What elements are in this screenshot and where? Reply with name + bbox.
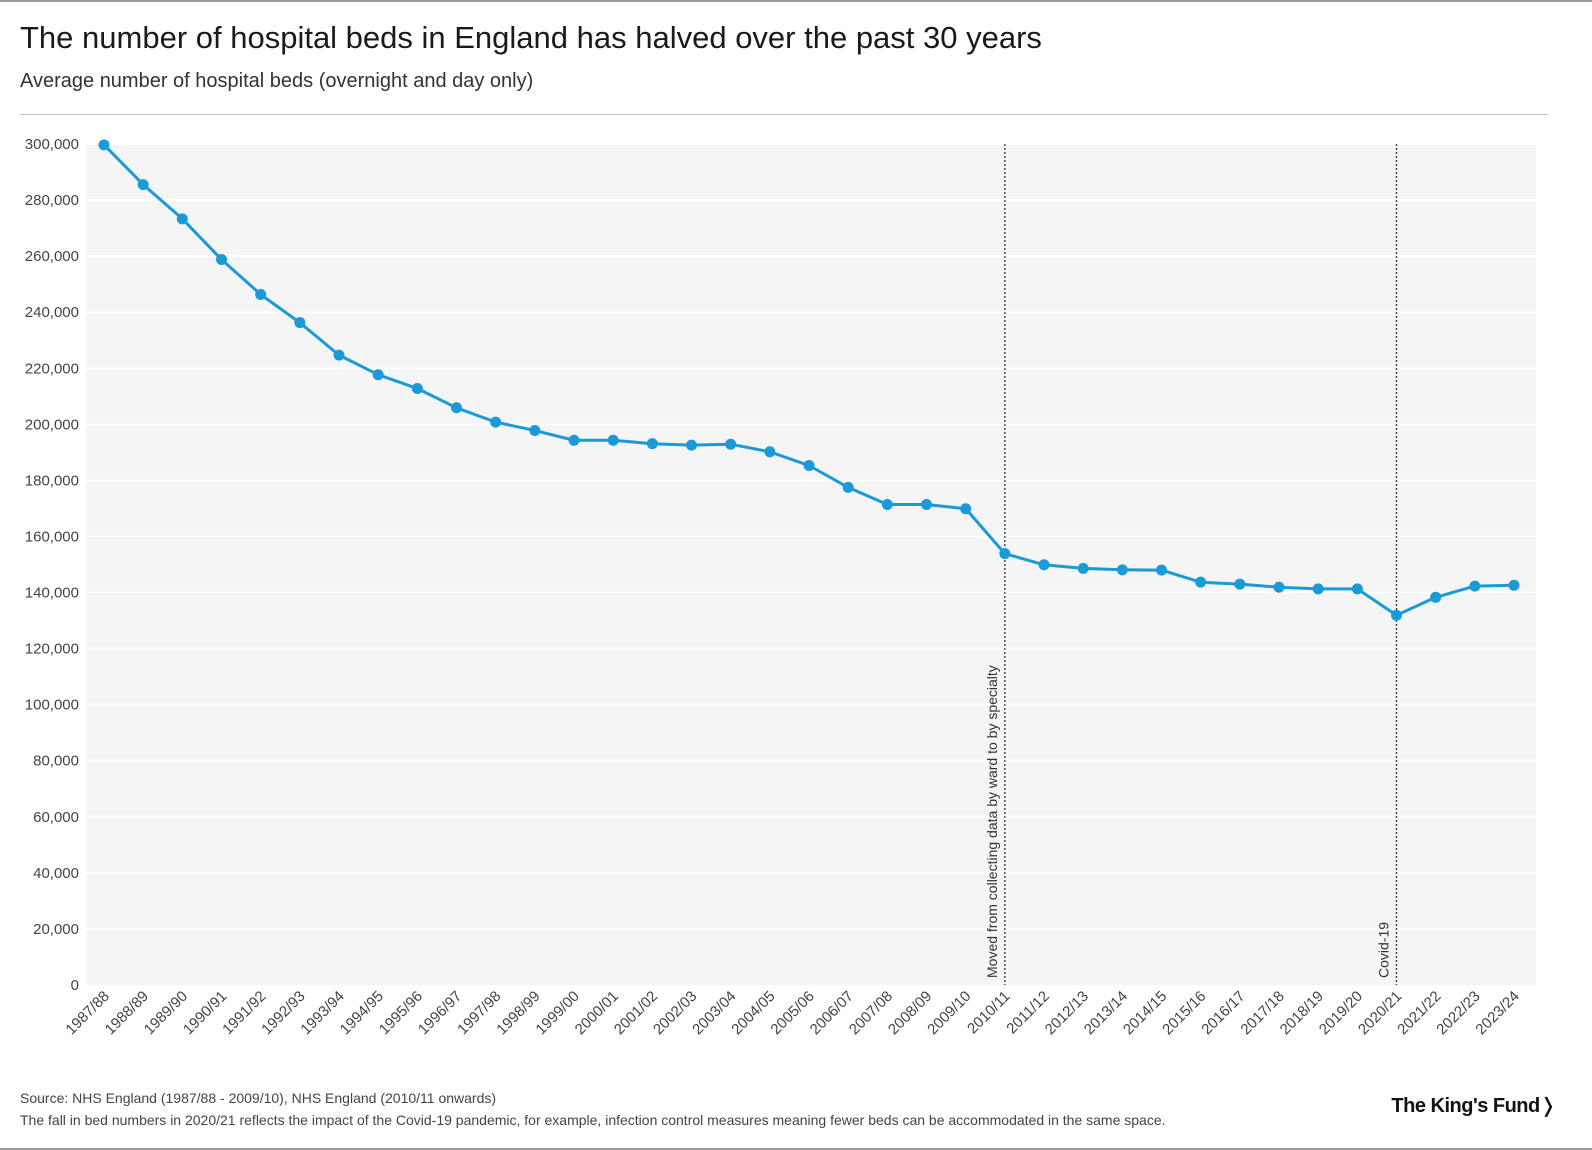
data-point (216, 253, 227, 265)
data-point (803, 460, 815, 472)
y-tick-label: 20,000 (33, 921, 79, 938)
data-point (411, 382, 423, 394)
y-tick-label: 80,000 (33, 753, 79, 770)
data-point (568, 434, 580, 446)
bottom-border (0, 1148, 1592, 1150)
y-tick-label: 120,000 (25, 641, 79, 658)
plot-area (86, 144, 1536, 985)
data-point (607, 434, 619, 446)
top-border (0, 0, 1592, 2)
annotation-label: Moved from collecting data by ward to by… (984, 665, 1000, 978)
footnote: The fall in bed numbers in 2020/21 refle… (20, 1112, 1166, 1128)
data-point (529, 425, 541, 437)
header-divider (20, 114, 1548, 115)
y-tick-label: 100,000 (25, 697, 79, 714)
data-point (842, 481, 854, 493)
data-point (294, 317, 306, 329)
y-tick-label: 140,000 (25, 585, 79, 602)
annotation-label: Covid-19 (1376, 922, 1392, 978)
data-point (725, 438, 737, 450)
data-point (372, 369, 384, 381)
data-point (1156, 564, 1167, 576)
data-point (1351, 583, 1363, 595)
data-point (646, 438, 658, 450)
data-point (451, 402, 462, 414)
x-tick-label: 2009/10 (924, 988, 974, 1038)
x-tick-label: 2010/11 (964, 988, 1014, 1038)
y-tick-label: 260,000 (25, 248, 79, 265)
data-point (999, 548, 1011, 560)
data-point (1077, 562, 1089, 574)
y-tick-label: 300,000 (25, 136, 79, 153)
y-tick-label: 0 (71, 977, 79, 994)
data-point (881, 499, 893, 511)
y-tick-label: 60,000 (33, 809, 79, 826)
y-tick-label: 180,000 (25, 472, 79, 489)
data-point (960, 503, 972, 515)
y-tick-label: 220,000 (25, 360, 79, 377)
data-point (1469, 580, 1481, 592)
chart-title: The number of hospital beds in England h… (20, 20, 1042, 55)
data-point (764, 446, 776, 458)
data-point (255, 289, 267, 301)
data-point (490, 416, 502, 428)
data-point (1391, 609, 1402, 621)
y-tick-label: 280,000 (25, 192, 79, 209)
data-point (98, 139, 110, 151)
y-tick-label: 160,000 (25, 528, 79, 545)
data-point (1116, 564, 1128, 576)
y-tick-label: 240,000 (25, 304, 79, 321)
data-point (333, 349, 345, 361)
data-point (921, 499, 932, 511)
y-tick-label: 40,000 (33, 865, 79, 882)
kings-fund-logo: The King's Fund❭ (1391, 1095, 1556, 1117)
data-point (176, 213, 188, 225)
data-point (1038, 559, 1050, 571)
chart-subtitle: Average number of hospital beds (overnig… (20, 70, 534, 92)
data-point (1234, 578, 1246, 590)
y-tick-label: 200,000 (25, 416, 79, 433)
data-point (1312, 583, 1324, 595)
data-point (1508, 579, 1520, 591)
source-note: Source: NHS England (1987/88 - 2009/10),… (20, 1090, 497, 1106)
data-point (1430, 591, 1442, 603)
x-tick-label: 2023/24 (1472, 988, 1522, 1038)
data-point (1273, 581, 1285, 593)
data-point (686, 439, 697, 451)
data-point (1195, 576, 1207, 588)
data-point (137, 179, 149, 191)
line-chart: 0 20,000 40,000 60,000 80,000 100,000 120,000 1… (24, 136, 1536, 1039)
